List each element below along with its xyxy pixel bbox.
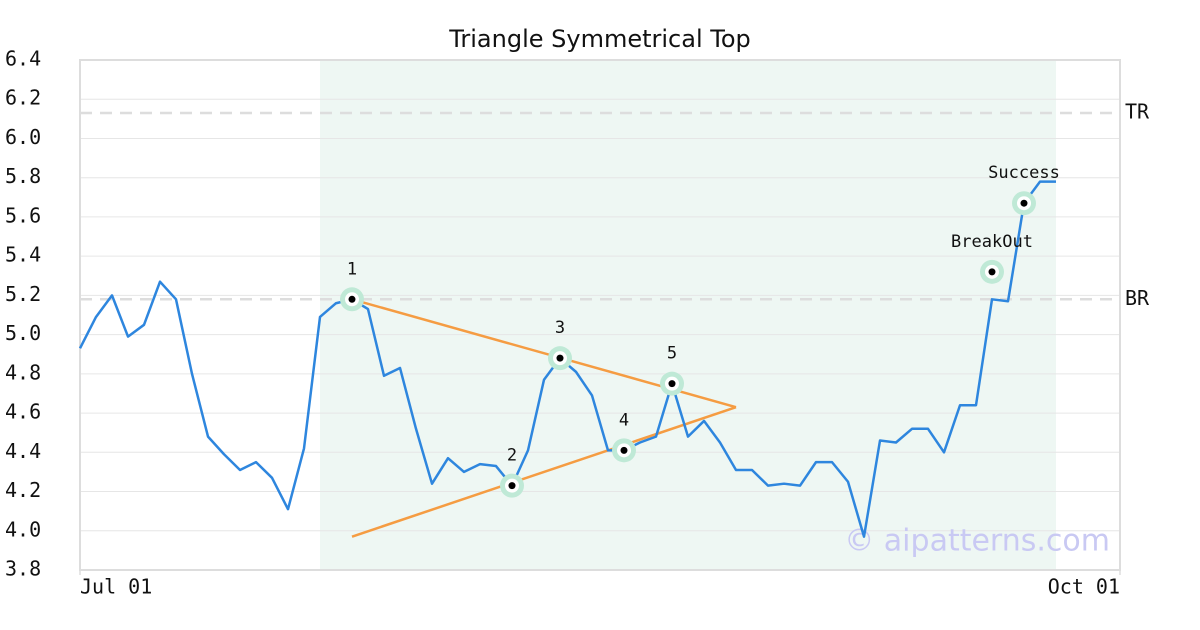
point-dot — [556, 354, 564, 362]
y-tick-label: 5.0 — [5, 321, 41, 345]
pattern-region — [320, 60, 1056, 570]
y-tick-label: 6.2 — [5, 86, 41, 110]
y-tick-label: 4.2 — [5, 478, 41, 502]
chart-title: Triangle Symmetrical Top — [448, 25, 751, 53]
point-dot — [620, 446, 628, 454]
x-tick-label: Jul 01 — [80, 575, 152, 599]
x-tick-label: Oct 01 — [1048, 575, 1120, 599]
y-tick-label: 6.4 — [5, 47, 41, 71]
point-label: 2 — [507, 446, 517, 466]
point-label: 5 — [667, 344, 677, 364]
y-tick-label: 3.8 — [5, 557, 41, 581]
point-label: BreakOut — [951, 232, 1033, 252]
watermark: © aipatterns.com — [844, 524, 1110, 559]
y-tick-label: 4.0 — [5, 517, 41, 541]
point-dot — [348, 295, 356, 303]
y-tick-label: 4.6 — [5, 400, 41, 424]
plot-frame — [79, 59, 1121, 571]
y-tick-label: 5.4 — [5, 243, 41, 267]
y-tick-label: 4.8 — [5, 360, 41, 384]
y-tick-label: 5.2 — [5, 282, 41, 306]
level-label: TR — [1125, 99, 1150, 123]
point-label: 3 — [555, 318, 565, 338]
point-label: Success — [988, 163, 1060, 183]
trendline — [351, 406, 737, 538]
y-tick-label: 6.0 — [5, 125, 41, 149]
level-label: BR — [1125, 286, 1150, 310]
point-label: 4 — [619, 410, 629, 430]
point-dot — [1020, 199, 1028, 207]
point-dot — [668, 380, 676, 388]
point-dot — [988, 268, 996, 276]
point-dot — [508, 482, 516, 490]
y-tick-label: 4.4 — [5, 439, 41, 463]
y-tick-label: 5.8 — [5, 164, 41, 188]
y-tick-label: 5.6 — [5, 203, 41, 227]
point-label: 1 — [347, 259, 357, 279]
